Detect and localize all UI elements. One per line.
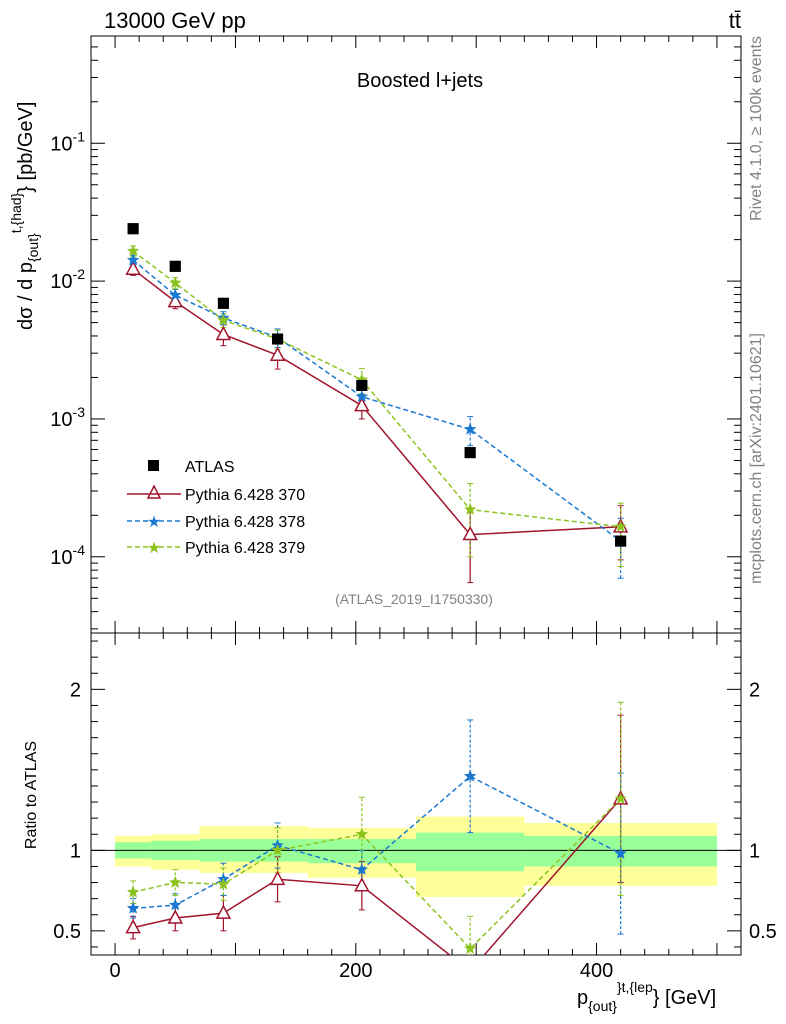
ratio-point-star [355,827,369,840]
main-title: Boosted l+jets [357,70,483,92]
data-point-star [463,502,477,515]
data-point-triangle [167,293,184,308]
ratio-point-triangle [354,877,370,892]
x-tick-label: 0 [110,960,121,982]
ratio-point-triangle [269,870,286,886]
ratio-point-triangle [125,919,141,934]
ratio-point-star [126,901,140,914]
legend-label-378: Pythia 6.428 378 [185,514,305,531]
legend-marker-atlas [148,460,159,471]
ratio-point-star [614,846,627,859]
data-point-triangle [269,346,286,361]
main-ylabel: dσ / d p{out}t,{had}} [pb/GeV] [8,102,41,330]
ratio-point-star [271,843,284,856]
ratio-bands [115,816,717,898]
ratio-point-star [463,769,477,782]
ratio-y-tick-label: 0.5 [53,921,81,943]
data-point-atlas [272,333,284,345]
x-tick-label: 200 [339,960,372,982]
data-point-triangle [354,397,370,412]
data-point-star [168,288,182,301]
mcplots-label: mcplots.cern.ch [arXiv:2401.10621] [748,333,765,584]
data-point-triangle [125,260,141,275]
ratio-axes: 0.5 0.5 1 1 2 2 0 200 400 [53,632,777,982]
y-tick-label: 10-3 [50,404,85,431]
ratio-point-star [463,941,477,954]
ratio-y-tick-label: 2 [70,679,81,701]
legend: ATLAS Pythia 6.428 370 ★ Pythia 6.428 37… [127,459,305,557]
x-tick-label: 400 [580,960,613,982]
ratio-series-clipped [125,701,629,955]
ratio-point-star [217,877,230,890]
data-point-star [355,390,369,403]
data-point-atlas [356,379,368,391]
y-tick-label: 10-4 [50,542,85,569]
main-series [125,223,629,584]
band-green [416,832,525,872]
ratio-ylabel: Ratio to ATLAS [23,741,40,849]
ratio-y-tick-label-right: 1 [749,840,760,862]
data-point-atlas [464,447,476,459]
legend-label-379: Pythia 6.428 379 [185,540,305,557]
data-point-triangle [215,325,232,341]
data-point-star [126,244,140,257]
legend-marker-379: ★ [147,540,161,557]
data-point-triangle [462,525,478,541]
data-point-star [168,276,182,289]
ratio-point-star [168,898,182,911]
data-point-atlas [615,535,627,547]
ratio-frame [90,632,742,956]
data-point-star [126,253,140,266]
data-point-atlas [217,297,229,309]
data-point-star [463,422,477,435]
ratio-series [125,701,629,955]
ratio-point-star [614,792,627,805]
data-point-star [614,520,627,533]
collision-label: 13000 GeV pp [104,8,246,33]
ratio-y-tick-label-right: 2 [749,679,760,701]
data-point-star [217,313,230,326]
ratio-xlabel: p{out}}t,{lep} [GeV] [577,979,716,1014]
legend-label-370: Pythia 6.428 370 [185,487,305,504]
ratio-point-star [355,863,369,876]
data-point-atlas [127,223,139,235]
legend-marker-370 [146,484,162,499]
data-point-atlas [169,260,181,272]
legend-marker-378: ★ [147,514,161,531]
y-tick-label: 10-2 [50,266,85,293]
legend-label-atlas: ATLAS [185,459,235,476]
analysis-tag: (ATLAS_2019_I1750330) [335,591,493,607]
ratio-point-star [126,885,140,898]
ratio-point-star [168,875,182,888]
ratio-point-triangle [215,904,232,919]
rivet-label: Rivet 4.1.0, ≥ 100k events [748,36,765,221]
ratio-y-tick-label: 1 [70,840,81,862]
ratio-point-triangle [167,909,184,924]
series-line [132,250,621,528]
y-tick-label: 10-1 [50,128,85,155]
process-label: tt̄ [729,8,741,33]
ratio-y-tick-label-right: 0.5 [749,921,777,943]
